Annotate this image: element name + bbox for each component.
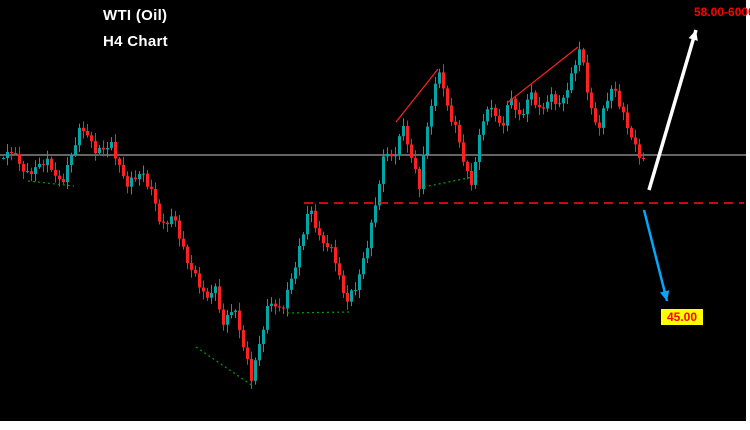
chart-title-timeframe: H4 Chart xyxy=(103,33,168,50)
chart-title-instrument: WTI (Oil) xyxy=(103,7,168,24)
upside-target-label: 58.00-6000 xyxy=(694,5,750,19)
bearish-projection-arrow xyxy=(642,209,669,302)
chart-area: WTI (Oil) H4 Chart 58.00-6000 45.00 xyxy=(0,0,750,421)
downside-target-label: 45.00 xyxy=(661,309,704,325)
swing-low-line-2 xyxy=(195,346,254,387)
bearish-projection-arrow-head xyxy=(659,290,670,301)
candles xyxy=(2,41,645,389)
bullish-projection-arrow-head xyxy=(688,30,698,41)
swing-high-line-1 xyxy=(395,68,439,123)
chart-canvas xyxy=(0,29,746,389)
swing-low-line-4 xyxy=(418,176,474,189)
swing-high-line-2 xyxy=(506,46,579,104)
swing-low-line-3 xyxy=(286,311,351,314)
bullish-projection-arrow xyxy=(647,29,698,191)
